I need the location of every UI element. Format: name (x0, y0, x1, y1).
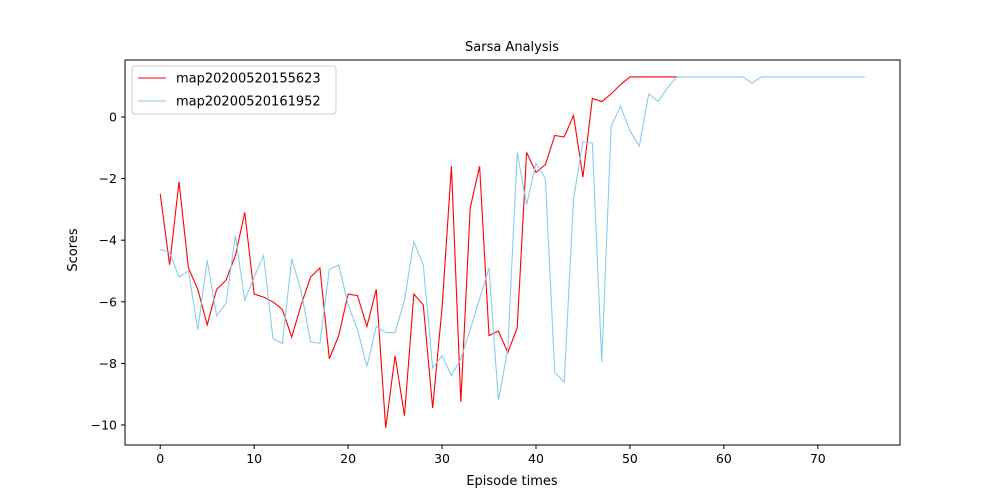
y-tick-label: −4 (99, 233, 117, 248)
x-tick-label: 60 (716, 451, 732, 466)
series-line-1 (159, 76, 677, 429)
y-tick-label: −8 (99, 356, 117, 371)
legend-label-1: map20200520155623 (176, 72, 321, 87)
y-tick-label: −2 (99, 171, 117, 186)
legend-box (131, 65, 337, 115)
x-tick-label: 70 (810, 451, 826, 466)
x-tick-label: 40 (528, 451, 544, 466)
y-tick-label: −10 (91, 417, 117, 432)
plot-frame (124, 59, 901, 446)
legend: map20200520155623 map20200520161952 (131, 65, 337, 115)
y-tick-label: 0 (109, 109, 117, 124)
x-axis-label: Episode times (466, 474, 558, 489)
x-tick-label: 10 (246, 451, 262, 466)
x-tick-label: 0 (156, 451, 164, 466)
x-tick-label: 50 (622, 451, 638, 466)
chart-title: Sarsa Analysis (465, 40, 559, 55)
plot-area: 0 10 20 30 40 50 60 70 −10 −8 −6 −4 −2 0 (91, 59, 901, 466)
x-tick-label: 20 (340, 451, 356, 466)
x-tick-label: 30 (434, 451, 450, 466)
series-line-2 (160, 76, 865, 401)
y-axis-label: Scores (66, 228, 81, 271)
legend-label-2: map20200520161952 (176, 95, 321, 110)
y-tick-label: −6 (99, 294, 117, 309)
